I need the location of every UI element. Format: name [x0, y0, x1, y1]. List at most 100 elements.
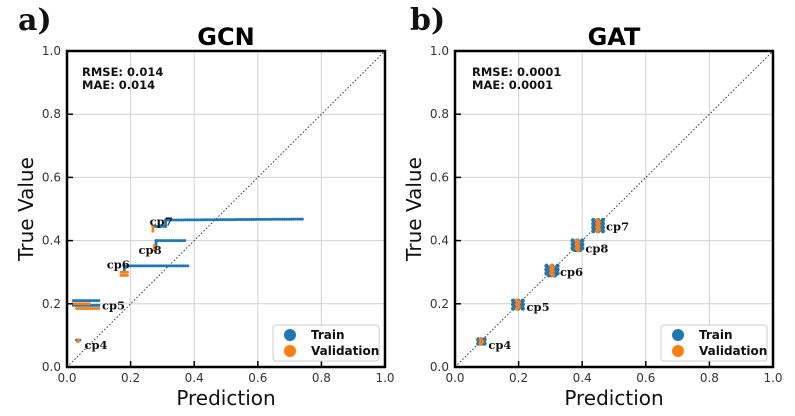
- validation-point: [125, 273, 129, 277]
- train-point: [178, 239, 182, 243]
- train-point: [600, 228, 606, 234]
- train-point: [146, 264, 150, 268]
- train-point: [217, 218, 221, 222]
- train-point: [97, 303, 101, 307]
- train-point: [241, 218, 245, 222]
- train-point: [161, 239, 165, 243]
- x-tick-label: 0.6: [636, 371, 655, 385]
- train-point: [296, 217, 300, 221]
- train-point: [157, 264, 161, 268]
- legend-gat: Train Validation: [660, 324, 768, 362]
- train-point: [201, 218, 205, 222]
- train-point: [177, 218, 181, 222]
- train-point: [274, 217, 278, 221]
- train-point: [170, 218, 174, 222]
- validation-point: [152, 248, 156, 252]
- panel-label-a: a): [18, 3, 52, 38]
- validation-point: [77, 307, 81, 311]
- y-tick-label: 0.2: [430, 297, 449, 311]
- validation-point: [81, 307, 85, 311]
- chart-title-gcn: GCN: [197, 23, 254, 51]
- train-point: [167, 239, 171, 243]
- train-point: [166, 264, 170, 268]
- axes-frame-gat: [453, 49, 775, 369]
- validation-point: [85, 302, 89, 306]
- x-tick-label: 0.8: [312, 371, 331, 385]
- train-point: [232, 218, 236, 222]
- train-point: [164, 222, 168, 226]
- mae-label-gcn: MAE: 0.014: [82, 78, 155, 92]
- train-point: [159, 224, 163, 228]
- train-point: [71, 299, 75, 303]
- x-tick-label: 0.0: [57, 371, 76, 385]
- data-points-gat: [476, 217, 606, 346]
- legend-marker-validation: [672, 345, 684, 357]
- diagonal-line-gcn: [66, 50, 386, 368]
- axes-frame: [65, 49, 387, 369]
- x-axis-label-gcn: Prediction: [176, 386, 275, 410]
- validation-point: [576, 247, 581, 253]
- train-point: [177, 264, 181, 268]
- train-point: [199, 218, 203, 222]
- validation-point: [119, 273, 123, 277]
- train-point: [144, 264, 148, 268]
- train-point: [76, 299, 80, 303]
- validation-point: [86, 307, 90, 311]
- x-tick-label: 0.2: [509, 371, 528, 385]
- train-point: [149, 264, 153, 268]
- train-point: [280, 217, 284, 221]
- train-point: [140, 264, 144, 268]
- validation-point: [123, 273, 127, 277]
- validation-point: [90, 307, 94, 311]
- train-point: [258, 217, 262, 221]
- y-tick-label: 1.0: [42, 44, 61, 58]
- train-point: [289, 217, 293, 221]
- x-tick-label: 0.0: [445, 371, 464, 385]
- train-point: [176, 239, 180, 243]
- y-tick-label: 0.8: [42, 107, 61, 121]
- train-point: [298, 217, 302, 221]
- mae-label-gat: MAE: 0.0001: [472, 78, 553, 92]
- train-point: [73, 299, 77, 303]
- validation-point: [152, 243, 156, 247]
- train-point: [291, 217, 295, 221]
- rmse-label-gat: RMSE: 0.0001: [472, 65, 561, 79]
- train-point: [90, 303, 94, 307]
- cluster-label-cp8: cp8: [585, 242, 608, 256]
- y-tick-label: 0.2: [42, 297, 61, 311]
- train-point: [90, 299, 94, 303]
- train-point: [153, 264, 157, 268]
- x-tick-label: 0.4: [185, 371, 204, 385]
- train-point: [188, 218, 192, 222]
- train-point: [172, 218, 176, 222]
- train-point: [186, 264, 190, 268]
- legend-box: [272, 324, 380, 362]
- validation-point: [83, 307, 87, 311]
- cluster-label-cp5: cp5: [527, 300, 550, 314]
- train-point: [95, 303, 99, 307]
- diagonal-line: [454, 50, 774, 368]
- validation-point: [80, 302, 84, 306]
- validation-point: [478, 341, 483, 346]
- train-point: [239, 218, 243, 222]
- train-point: [186, 218, 190, 222]
- train-point: [97, 299, 101, 303]
- train-point: [300, 217, 304, 221]
- validation-point: [87, 302, 91, 306]
- validation-point: [76, 338, 80, 342]
- train-point: [210, 218, 214, 222]
- legend-marker-train: [284, 329, 296, 341]
- train-point: [169, 239, 173, 243]
- diagonal-line-gat: [454, 50, 774, 368]
- diagonal-line: [66, 50, 386, 368]
- cluster-label-cp7: cp7: [606, 219, 629, 233]
- train-point: [82, 299, 86, 303]
- train-point: [276, 217, 280, 221]
- train-point: [175, 218, 179, 222]
- train-point: [80, 299, 84, 303]
- cluster-label-cp4: cp4: [488, 338, 511, 352]
- train-point: [154, 241, 158, 245]
- train-point: [205, 218, 209, 222]
- train-point: [165, 239, 169, 243]
- train-point: [170, 264, 174, 268]
